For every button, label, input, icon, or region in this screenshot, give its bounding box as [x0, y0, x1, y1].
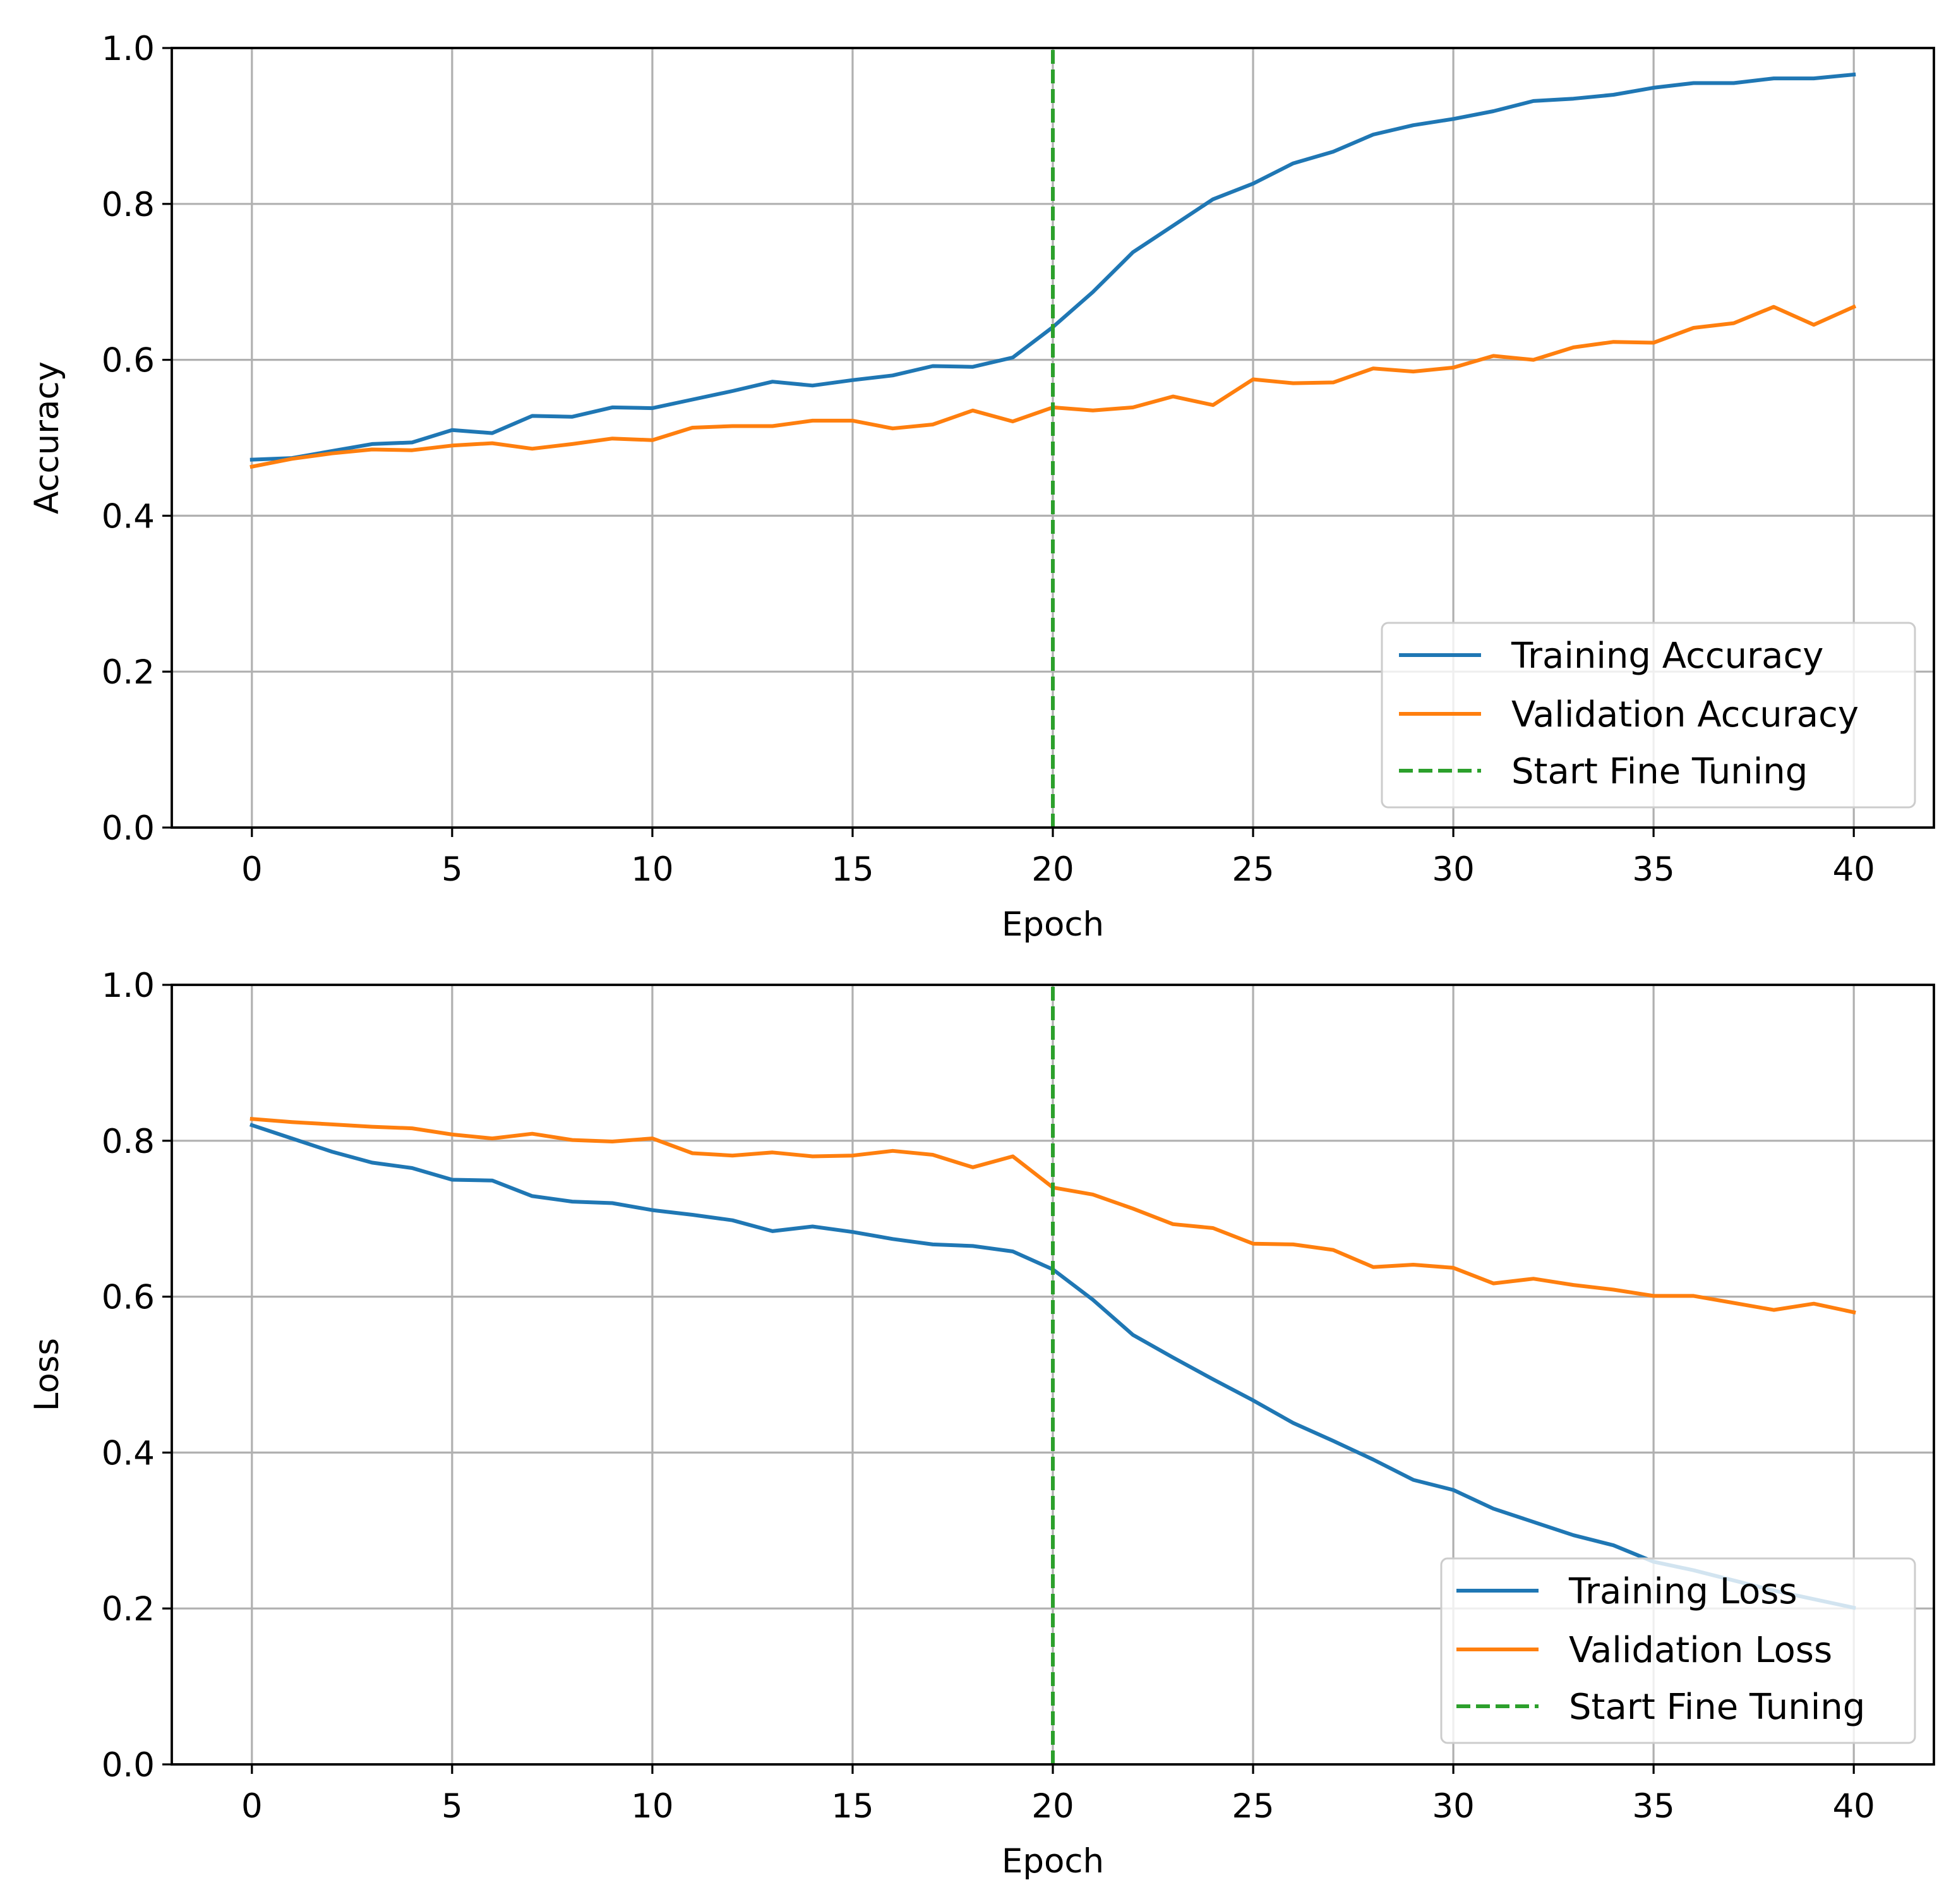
- loss-ytick-label: 0.4: [102, 1434, 155, 1473]
- loss-ytick-label: 0.0: [102, 1746, 155, 1785]
- loss-xtick-label: 30: [1432, 1787, 1474, 1826]
- accuracy-xtick-label: 5: [441, 850, 463, 889]
- loss-ytick-label: 0.2: [102, 1590, 155, 1629]
- accuracy-xtick-label: 35: [1632, 850, 1674, 889]
- loss-legend: Training Loss Validation Loss Start Fine T…: [1440, 1557, 1916, 1744]
- accuracy-ytick-label: 1.0: [102, 30, 155, 68]
- accuracy-xtick-label: 0: [241, 850, 263, 889]
- loss-xtick-label: 20: [1031, 1787, 1074, 1826]
- loss-panel: 0 5 10 15 20 25 30 35 40 0.0 0.2 0.4 0.6 0.8 1.0 Epoch L…: [28, 967, 1935, 1881]
- loss-ytick-label: 1.0: [102, 967, 155, 1005]
- loss-xtick-label: 40: [1832, 1787, 1875, 1826]
- loss-legend-label-validation-loss: Validation Loss: [1569, 1630, 1832, 1671]
- loss-xtick-label: 25: [1232, 1787, 1274, 1826]
- accuracy-legend-label-validation-accuracy: Validation Accuracy: [1511, 694, 1859, 735]
- accuracy-legend: Training Accuracy Validation Accuracy Star…: [1381, 622, 1916, 809]
- accuracy-ytick-label: 0.4: [102, 497, 155, 536]
- accuracy-y-axis-label: Accuracy: [28, 361, 66, 514]
- loss-xtick-label: 15: [831, 1787, 873, 1826]
- accuracy-ytick-label: 0.6: [102, 342, 155, 380]
- accuracy-x-axis-label: Epoch: [1002, 905, 1104, 944]
- accuracy-ytick-label: 0.8: [102, 186, 155, 224]
- loss-ytick-label: 0.8: [102, 1123, 155, 1161]
- loss-xtick-label: 5: [441, 1787, 463, 1826]
- accuracy-ytick-label: 0.2: [102, 653, 155, 692]
- accuracy-ytick-label: 0.0: [102, 809, 155, 848]
- loss-ytick-label: 0.6: [102, 1279, 155, 1317]
- accuracy-xtick-label: 30: [1432, 850, 1474, 889]
- loss-y-axis-label: Loss: [28, 1338, 66, 1411]
- loss-xtick-label: 10: [631, 1787, 673, 1826]
- accuracy-xtick-label: 10: [631, 850, 673, 889]
- accuracy-legend-label-start-fine-tuning: Start Fine Tuning: [1511, 751, 1808, 792]
- accuracy-xtick-label: 15: [831, 850, 873, 889]
- accuracy-legend-label-training-accuracy: Training Accuracy: [1511, 636, 1823, 677]
- loss-legend-box: [1440, 1557, 1916, 1744]
- loss-legend-label-start-fine-tuning: Start Fine Tuning: [1569, 1687, 1865, 1728]
- accuracy-panel: 0 5 10 15 20 25 30 35 40 0.0 0.2 0.4 0.6 0.8 1.0 Epoch A…: [28, 30, 1935, 944]
- loss-legend-label-training-loss: Training Loss: [1568, 1571, 1797, 1612]
- accuracy-legend-box: [1381, 622, 1916, 809]
- loss-x-axis-label: Epoch: [1002, 1842, 1104, 1881]
- loss-xtick-label: 35: [1632, 1787, 1674, 1826]
- accuracy-xtick-label: 20: [1031, 850, 1074, 889]
- accuracy-xtick-label: 25: [1232, 850, 1274, 889]
- accuracy-xtick-label: 40: [1832, 850, 1875, 889]
- loss-xtick-label: 0: [241, 1787, 263, 1826]
